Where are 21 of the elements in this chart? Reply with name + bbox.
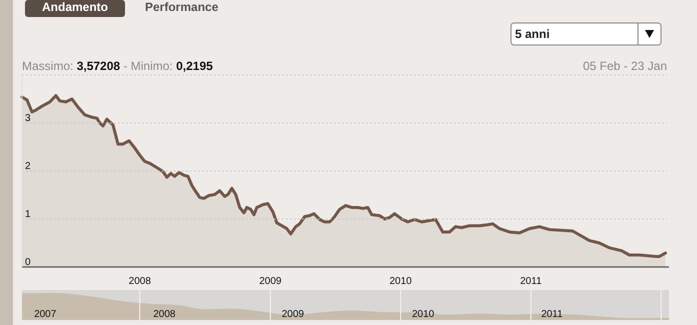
y-tick-label: 3 xyxy=(25,113,31,124)
x-tick-label: 2010 xyxy=(412,309,435,320)
x-tick-label: 2009 xyxy=(259,276,282,287)
text: 5 anni xyxy=(515,27,550,41)
text: Massimo: xyxy=(22,59,77,73)
x-tick-label: 2008 xyxy=(153,309,176,320)
y-tick-label: 2 xyxy=(25,161,31,172)
text: - Minimo: xyxy=(120,59,176,73)
text: 0,2195 xyxy=(176,59,214,73)
x-tick-label: 2010 xyxy=(390,276,412,287)
y-tick-label: 0 xyxy=(25,257,31,268)
x-tick-label: 2011 xyxy=(520,276,542,287)
x-tick-label: 2007 xyxy=(34,309,57,320)
x-tick-label: 2008 xyxy=(128,276,152,287)
x-tick-label: 2011 xyxy=(541,309,564,320)
text: Performance xyxy=(145,0,219,14)
text: 05 Feb - 23 Jan xyxy=(582,59,667,73)
text: Andamento xyxy=(42,0,108,14)
text: 3,57208 xyxy=(76,59,120,73)
y-tick-label: 1 xyxy=(25,209,31,220)
x-tick-label: 2009 xyxy=(282,309,304,320)
